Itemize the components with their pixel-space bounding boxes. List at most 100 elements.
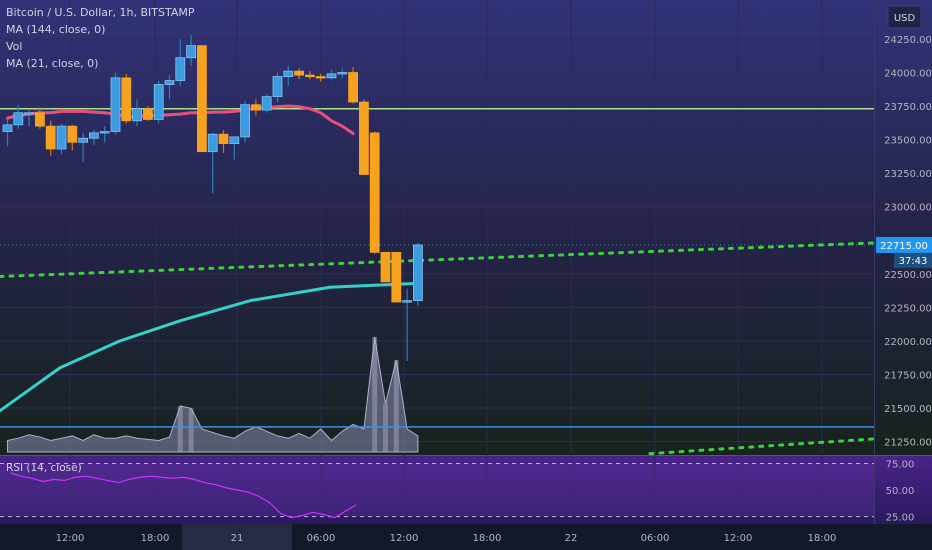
candle: [56, 123, 67, 155]
price-tick-label: 21750.00: [884, 370, 932, 381]
price-tick-label: 23250.00: [884, 169, 932, 180]
last-price-tag: [876, 236, 932, 253]
candle-body: [337, 72, 348, 75]
time-axis[interactable]: 12:00 18:00 21 06:00 12:00 18:00 22 06:00 12:00 1…: [56, 524, 837, 550]
rsi-tick-label: 50.00: [886, 486, 915, 497]
candle: [391, 251, 402, 303]
candle: [326, 69, 337, 81]
candle: [250, 99, 261, 116]
price-tick-label: 24250.00: [884, 35, 932, 46]
price-tick-label: 23750.00: [884, 102, 932, 113]
candle: [78, 132, 88, 163]
candle-body: [35, 112, 45, 127]
candle: [294, 68, 305, 80]
price-tick-label: 23500.00: [884, 136, 932, 147]
candle-body: [391, 251, 402, 303]
time-tick-label: 21: [231, 533, 244, 544]
candle: [337, 68, 348, 78]
rsi-series: [0, 462, 874, 519]
candle: [402, 288, 413, 362]
candle: [164, 75, 175, 100]
candle-body: [110, 77, 121, 132]
candle: [110, 72, 121, 135]
symbol-title: Bitcoin / U.S. Dollar, 1h, BITSTAMP: [6, 6, 195, 19]
trendline-lower: [648, 437, 876, 456]
candle: [261, 93, 272, 113]
candle: [272, 72, 283, 103]
candle: [304, 71, 315, 80]
candle: [89, 130, 99, 145]
price-axis[interactable]: 21250.00 21500.00 21750.00 22000.00 22250.00…: [876, 35, 932, 524]
candle: [218, 130, 229, 154]
candle: [207, 132, 218, 194]
candle: [132, 99, 143, 127]
candle-body: [207, 133, 218, 153]
candle-body: [175, 57, 186, 81]
price-tick-label: 23000.00: [884, 203, 932, 214]
candle: [67, 124, 78, 151]
legend-ma21: MA (21, close, 0): [6, 57, 98, 70]
candle: [99, 126, 110, 143]
candle: [35, 107, 45, 129]
candle: [186, 34, 197, 66]
candle-body: [326, 73, 337, 79]
legend-vol: Vol: [6, 40, 22, 53]
last-price-label: 22715.00: [880, 241, 928, 252]
price-tick-label: 21250.00: [884, 438, 932, 449]
candle: [24, 110, 35, 127]
candle: [380, 251, 391, 283]
candle-body: [186, 45, 197, 59]
ma144-series: [0, 281, 422, 413]
candle-body: [261, 96, 272, 111]
candle-body: [369, 132, 380, 253]
candle-body: [412, 244, 423, 302]
day-highlight: [182, 524, 292, 550]
trendline-upper: [0, 241, 876, 278]
legend-rsi: RSI (14, close): [6, 462, 82, 474]
ma144-line: [0, 281, 422, 413]
candle-body: [196, 45, 207, 153]
time-tick-label: 18:00: [808, 533, 837, 544]
price-tick-label: 22500.00: [884, 270, 932, 281]
candle-body: [13, 112, 24, 126]
time-tick-label: 12:00: [56, 533, 85, 544]
candle: [283, 65, 294, 86]
candle-body: [358, 101, 369, 175]
countdown-tag: [894, 252, 932, 268]
price-tick-label: 24000.00: [884, 68, 932, 79]
candle-body: [67, 125, 78, 143]
currency-button[interactable]: USD: [887, 5, 922, 29]
time-tick-label: 22: [565, 533, 578, 544]
candle: [412, 242, 423, 307]
candle: [229, 136, 240, 160]
candle-body: [142, 108, 153, 120]
rsi-tick-label: 75.00: [886, 459, 915, 470]
candle-body: [402, 300, 413, 303]
candle-body: [164, 80, 175, 85]
candle: [240, 100, 251, 143]
candle-body: [240, 104, 251, 138]
ma21-series: [6, 104, 355, 136]
candle: [142, 106, 153, 121]
x-axis-bg: [0, 524, 932, 550]
time-tick-label: 18:00: [141, 533, 170, 544]
candle-body: [348, 72, 359, 103]
countdown-label: 37:43: [899, 256, 928, 267]
candle: [121, 73, 132, 124]
candle-body: [218, 133, 229, 145]
time-tick-label: 12:00: [724, 533, 753, 544]
candle-series: [2, 34, 423, 362]
volume-area: [7, 336, 419, 453]
candle: [196, 45, 207, 153]
legend-ma144: MA (144, close, 0): [6, 23, 105, 36]
candle-body: [315, 76, 326, 79]
candle-body: [304, 74, 315, 78]
candle-body: [250, 104, 261, 111]
candle-body: [121, 77, 132, 122]
time-tick-label: 06:00: [641, 533, 670, 544]
candle-body: [78, 137, 88, 143]
candle-body: [272, 76, 283, 98]
main-pane-bg: [0, 0, 932, 455]
volume-series: [7, 336, 419, 453]
